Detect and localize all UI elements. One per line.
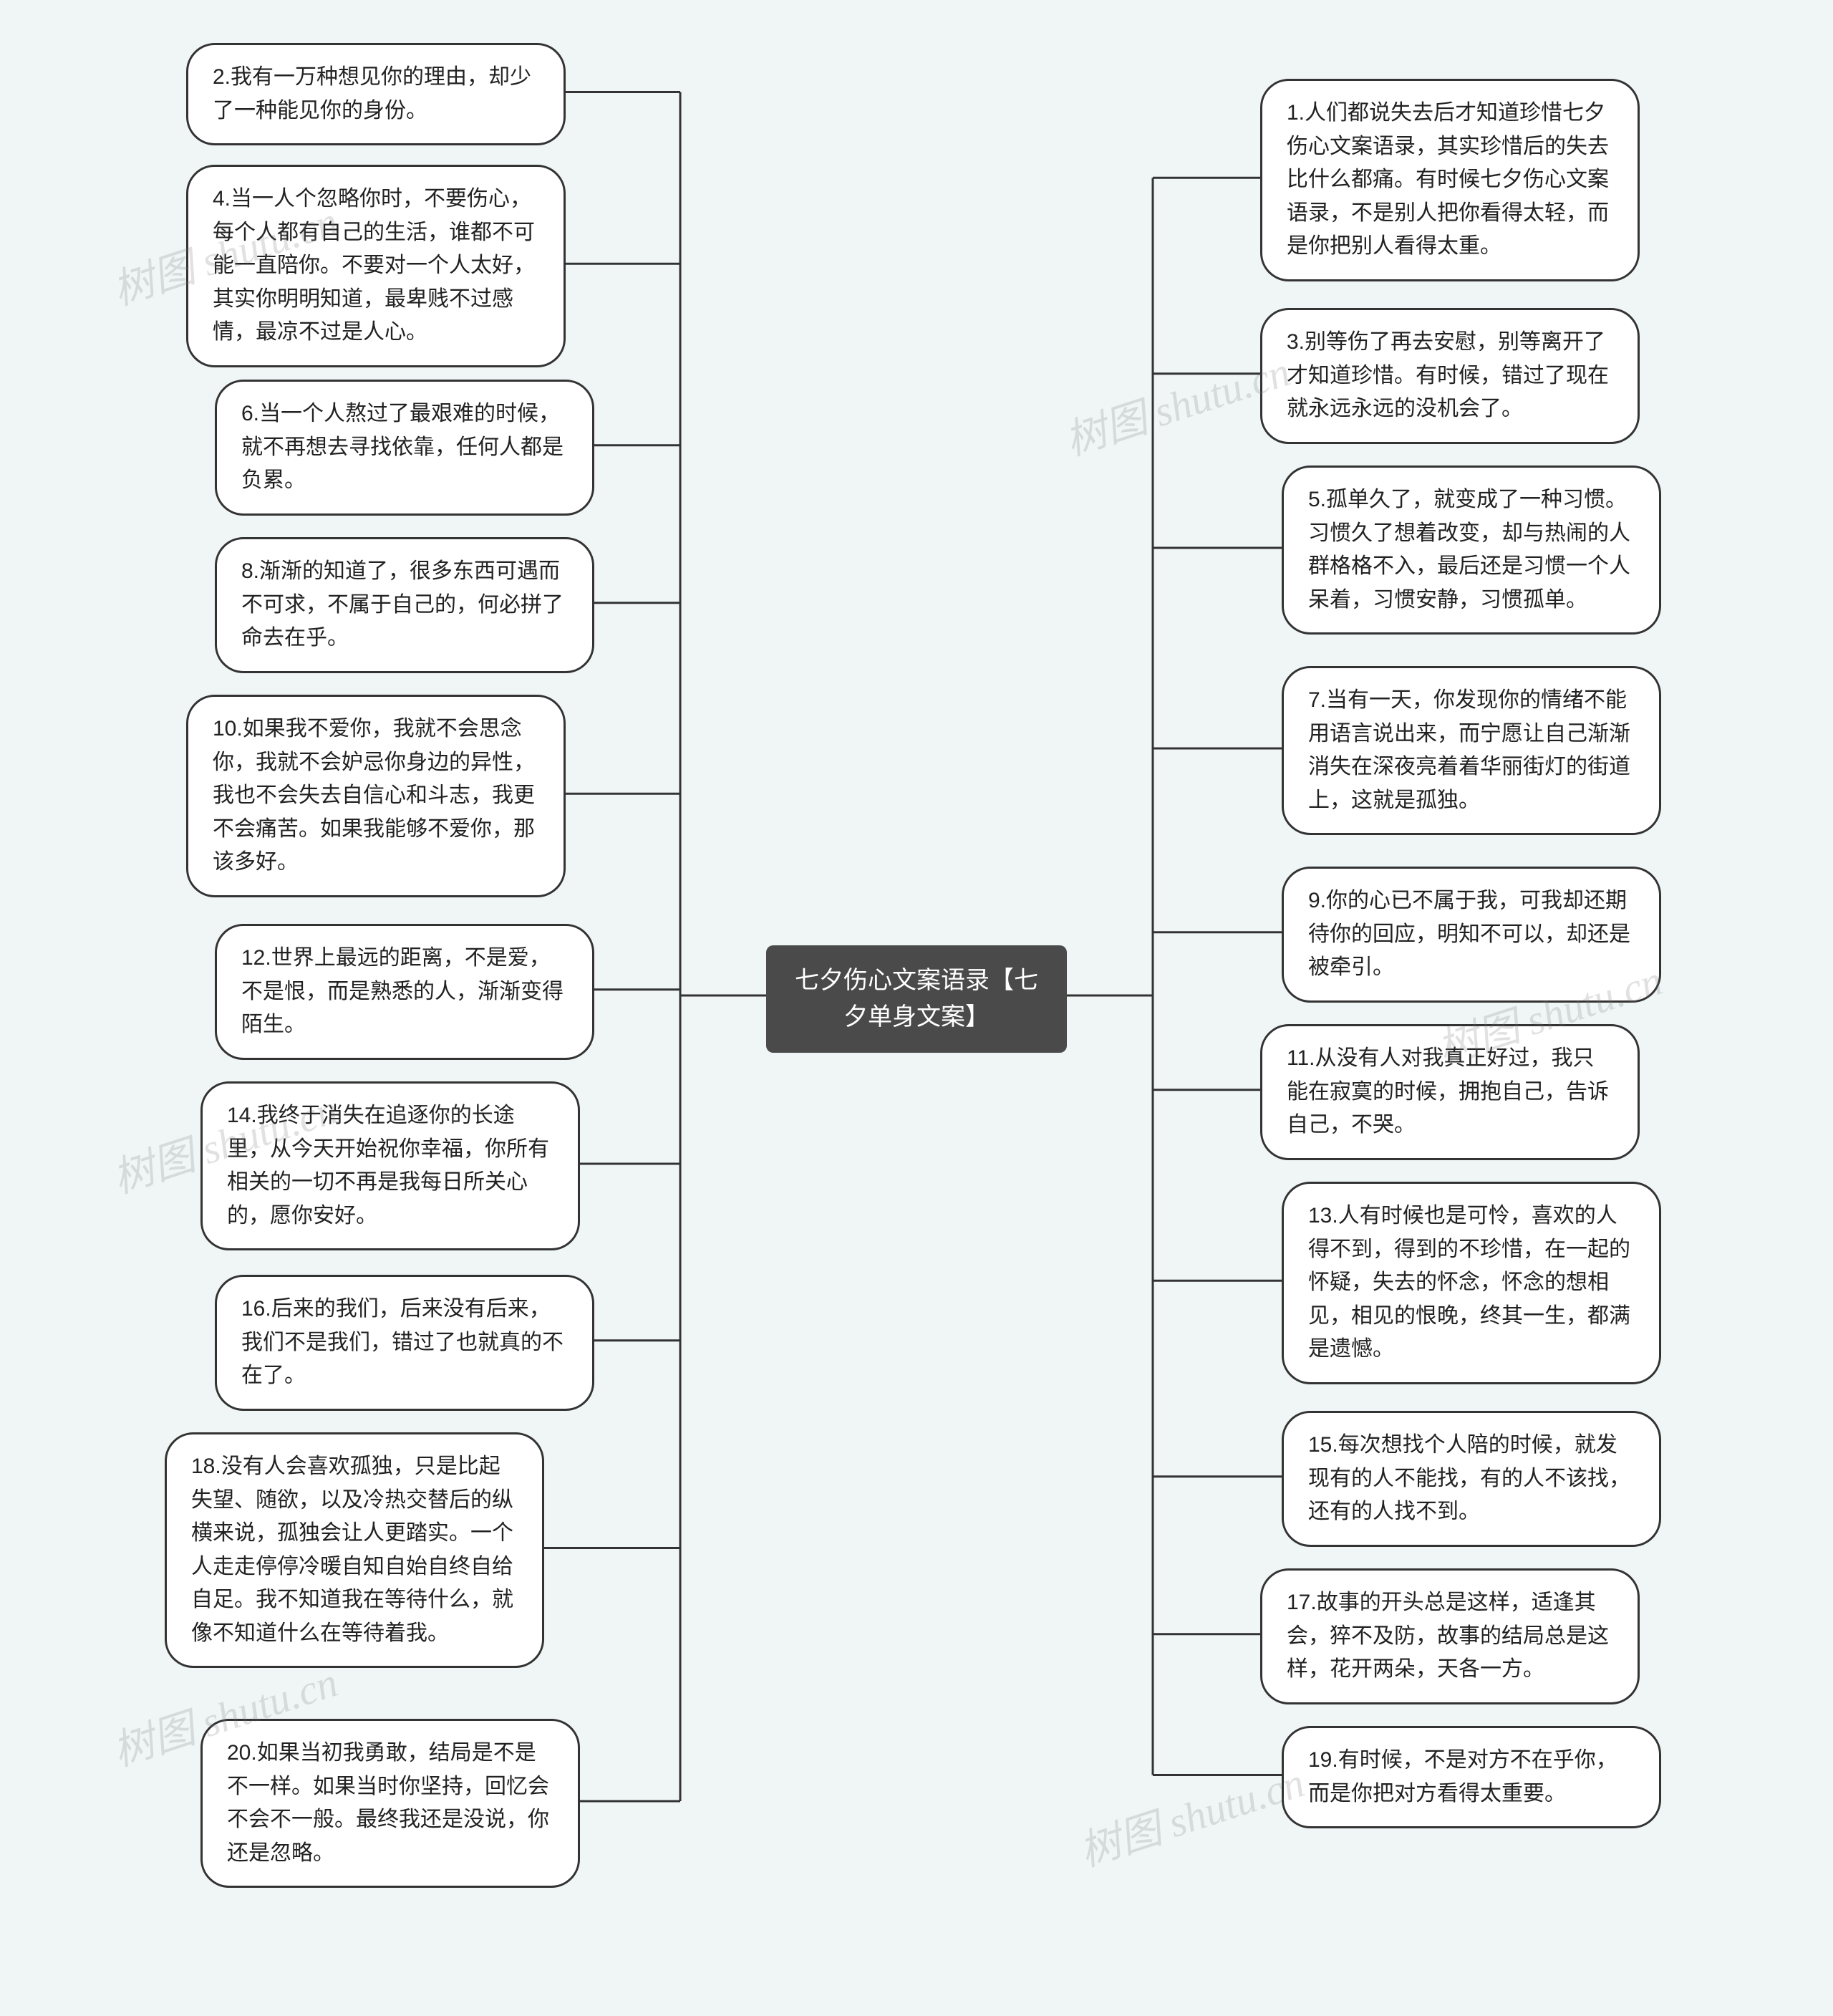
leaf-text: 4.当一人个忽略你时，不要伤心，每个人都有自己的生活，谁都不可能一直陪你。不要对… <box>213 187 535 344</box>
watermark: 树图 shutu.cn <box>1070 1749 1310 1878</box>
leaf-text: 15.每次想找个人陪的时候，就发现有的人不能找，有的人不该找，还有的人找不到。 <box>1308 1433 1630 1523</box>
leaf-text: 9.你的心已不属于我，可我却还期待你的回应，明知不可以，却还是被牵引。 <box>1308 889 1630 979</box>
leaf-node-n12: 12.世界上最远的距离，不是爱，不是恨，而是熟悉的人，渐渐变得陌生。 <box>215 924 594 1060</box>
leaf-node-n10: 10.如果我不爱你，我就不会思念你，我就不会妒忌你身边的异性，我也不会失去自信心… <box>186 695 566 897</box>
leaf-node-n1: 1.人们都说失去后才知道珍惜七夕伤心文案语录，其实珍惜后的失去比什么都痛。有时候… <box>1260 79 1640 281</box>
leaf-text: 11.从没有人对我真正好过，我只能在寂寞的时候，拥抱自己，告诉自己，不哭。 <box>1287 1046 1609 1137</box>
leaf-node-n6: 6.当一个人熬过了最艰难的时候，就不再想去寻找依靠，任何人都是负累。 <box>215 380 594 516</box>
leaf-node-n4: 4.当一人个忽略你时，不要伤心，每个人都有自己的生活，谁都不可能一直陪你。不要对… <box>186 165 566 367</box>
leaf-text: 20.如果当初我勇敢，结局是不是不一样。如果当时你坚持，回忆会不会不一般。最终我… <box>227 1741 549 1865</box>
mindmap-canvas: 七夕伤心文案语录【七夕单身文案】 2.我有一万种想见你的理由，却少了一种能见你的… <box>0 0 1833 2016</box>
leaf-text: 12.世界上最远的距离，不是爱，不是恨，而是熟悉的人，渐渐变得陌生。 <box>241 946 564 1036</box>
leaf-node-n2: 2.我有一万种想见你的理由，却少了一种能见你的身份。 <box>186 43 566 145</box>
leaf-node-n5: 5.孤单久了，就变成了一种习惯。习惯久了想着改变，却与热闹的人群格格不入，最后还… <box>1282 466 1661 635</box>
leaf-text: 2.我有一万种想见你的理由，却少了一种能见你的身份。 <box>213 65 531 122</box>
leaf-node-n11: 11.从没有人对我真正好过，我只能在寂寞的时候，拥抱自己，告诉自己，不哭。 <box>1260 1024 1640 1160</box>
leaf-text: 6.当一个人熬过了最艰难的时候，就不再想去寻找依靠，任何人都是负累。 <box>241 402 564 492</box>
leaf-node-n18: 18.没有人会喜欢孤独，只是比起失望、随欲，以及冷热交替后的纵横来说，孤独会让人… <box>165 1432 544 1668</box>
leaf-node-n15: 15.每次想找个人陪的时候，就发现有的人不能找，有的人不该找，还有的人找不到。 <box>1282 1411 1661 1547</box>
leaf-node-n3: 3.别等伤了再去安慰，别等离开了才知道珍惜。有时候，错过了现在就永远永远的没机会… <box>1260 308 1640 444</box>
center-node: 七夕伤心文案语录【七夕单身文案】 <box>766 945 1067 1053</box>
leaf-text: 7.当有一天，你发现你的情绪不能用语言说出来，而宁愿让自己渐渐消失在深夜亮着着华… <box>1308 688 1630 812</box>
leaf-text: 19.有时候，不是对方不在乎你，而是你把对方看得太重要。 <box>1308 1748 1617 1805</box>
leaf-text: 16.后来的我们，后来没有后来，我们不是我们，错过了也就真的不在了。 <box>241 1297 564 1387</box>
leaf-node-n8: 8.渐渐的知道了，很多东西可遇而不可求，不属于自己的，何必拼了命去在乎。 <box>215 537 594 673</box>
leaf-text: 1.人们都说失去后才知道珍惜七夕伤心文案语录，其实珍惜后的失去比什么都痛。有时候… <box>1287 101 1609 258</box>
leaf-node-n14: 14.我终于消失在追逐你的长途里，从今天开始祝你幸福，你所有相关的一切不再是我每… <box>200 1081 580 1250</box>
leaf-text: 13.人有时候也是可怜，喜欢的人得不到，得到的不珍惜，在一起的怀疑，失去的怀念，… <box>1308 1204 1630 1361</box>
leaf-text: 17.故事的开头总是这样，适逢其会，猝不及防，故事的结局总是这样，花开两朵，天各… <box>1287 1591 1609 1681</box>
leaf-node-n17: 17.故事的开头总是这样，适逢其会，猝不及防，故事的结局总是这样，花开两朵，天各… <box>1260 1568 1640 1704</box>
leaf-node-n7: 7.当有一天，你发现你的情绪不能用语言说出来，而宁愿让自己渐渐消失在深夜亮着着华… <box>1282 666 1661 835</box>
leaf-text: 5.孤单久了，就变成了一种习惯。习惯久了想着改变，却与热闹的人群格格不入，最后还… <box>1308 488 1630 612</box>
leaf-node-n9: 9.你的心已不属于我，可我却还期待你的回应，明知不可以，却还是被牵引。 <box>1282 867 1661 1003</box>
leaf-text: 3.别等伤了再去安慰，别等离开了才知道珍惜。有时候，错过了现在就永远永远的没机会… <box>1287 330 1609 420</box>
leaf-node-n13: 13.人有时候也是可怜，喜欢的人得不到，得到的不珍惜，在一起的怀疑，失去的怀念，… <box>1282 1182 1661 1384</box>
leaf-node-n20: 20.如果当初我勇敢，结局是不是不一样。如果当时你坚持，回忆会不会不一般。最终我… <box>200 1719 580 1888</box>
center-node-text: 七夕伤心文案语录【七夕单身文案】 <box>795 967 1038 1031</box>
leaf-text: 8.渐渐的知道了，很多东西可遇而不可求，不属于自己的，何必拼了命去在乎。 <box>241 559 564 650</box>
leaf-text: 14.我终于消失在追逐你的长途里，从今天开始祝你幸福，你所有相关的一切不再是我每… <box>227 1104 549 1228</box>
leaf-node-n19: 19.有时候，不是对方不在乎你，而是你把对方看得太重要。 <box>1282 1726 1661 1828</box>
leaf-text: 10.如果我不爱你，我就不会思念你，我就不会妒忌你身边的异性，我也不会失去自信心… <box>213 717 535 874</box>
leaf-text: 18.没有人会喜欢孤独，只是比起失望、随欲，以及冷热交替后的纵横来说，孤独会让人… <box>191 1455 513 1645</box>
leaf-node-n16: 16.后来的我们，后来没有后来，我们不是我们，错过了也就真的不在了。 <box>215 1275 594 1411</box>
